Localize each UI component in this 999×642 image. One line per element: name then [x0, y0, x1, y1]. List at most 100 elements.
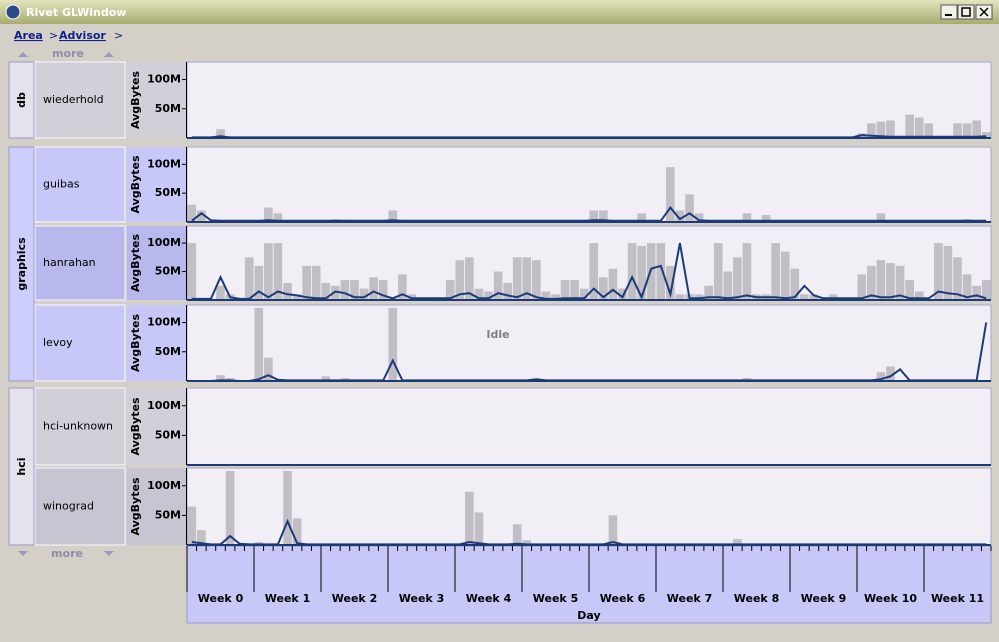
bar	[378, 280, 388, 300]
bar	[637, 213, 646, 222]
bar	[264, 207, 273, 222]
x-tick-label: Week 8	[734, 592, 779, 605]
breadcrumb-link[interactable]: Advisor	[59, 29, 106, 42]
bar	[666, 265, 675, 300]
bar	[972, 285, 981, 300]
bar	[713, 243, 723, 300]
plot-area	[186, 146, 992, 223]
plot-area	[186, 387, 992, 466]
bar	[876, 372, 886, 381]
bar	[742, 213, 752, 222]
group-cell	[8, 61, 35, 139]
y-tick-label: 50M	[155, 508, 181, 521]
y-tick-label: 50M	[155, 102, 181, 115]
bar	[292, 294, 302, 300]
window-title: Rivet GLWindow	[26, 6, 126, 19]
x-tick-label: Week 0	[198, 592, 244, 605]
bar	[465, 491, 474, 545]
x-tick-label: Week 6	[600, 592, 646, 605]
bar	[809, 294, 819, 300]
bar	[512, 257, 522, 300]
minimize-button[interactable]	[940, 4, 958, 20]
bar	[474, 512, 484, 545]
bar	[551, 294, 560, 300]
bar	[962, 123, 972, 138]
y-axis-label: AvgBytes	[129, 234, 142, 292]
bar	[953, 257, 962, 300]
breadcrumb-link[interactable]: Area	[14, 29, 43, 42]
bar	[216, 129, 225, 138]
y-tick-label: 50M	[155, 265, 181, 278]
y-tick-label: 100M	[147, 73, 181, 86]
bar	[905, 280, 914, 300]
more-button[interactable]: more	[51, 547, 83, 560]
bar	[254, 265, 264, 300]
y-axis-label: AvgBytes	[129, 71, 142, 129]
plot-area	[186, 304, 992, 382]
bar	[761, 215, 771, 222]
bar	[292, 518, 302, 545]
x-tick-label: Week 3	[399, 592, 444, 605]
y-tick-label: 100M	[147, 316, 181, 329]
bar	[484, 291, 493, 300]
panel-name: wiederhold	[43, 93, 104, 106]
bar	[369, 277, 378, 300]
bar	[532, 260, 541, 300]
axis-cell	[127, 226, 187, 300]
group-name: graphics	[15, 237, 28, 291]
bar	[302, 265, 311, 300]
bar	[350, 280, 359, 300]
panel-name: hanrahan	[43, 256, 96, 269]
bar	[512, 524, 522, 545]
bar	[474, 288, 484, 300]
name-cell	[34, 225, 126, 301]
more-arrow-down	[18, 551, 28, 556]
bar	[790, 268, 800, 300]
panel-name: hci-unknown	[43, 420, 113, 433]
plot-area	[186, 225, 992, 301]
bar	[627, 243, 637, 300]
bar	[264, 357, 273, 381]
x-tick-label: Week 9	[801, 592, 846, 605]
bar	[273, 243, 283, 300]
bar	[953, 123, 962, 138]
bar	[886, 263, 895, 300]
bar	[685, 194, 694, 222]
bar	[637, 245, 646, 300]
bar	[914, 291, 924, 300]
bar	[331, 285, 340, 300]
bar	[886, 366, 895, 381]
group-cell	[8, 146, 35, 382]
bar	[618, 288, 627, 300]
panel-name: guibas	[43, 178, 80, 191]
bar	[216, 285, 225, 300]
axis-cell	[127, 62, 187, 138]
bar	[522, 540, 532, 545]
name-cell	[34, 304, 126, 382]
group-name: db	[15, 92, 28, 108]
window-controls[interactable]	[940, 4, 993, 20]
maximize-glyph	[961, 7, 971, 17]
group-cell	[8, 387, 35, 546]
bar	[197, 530, 206, 545]
breadcrumb-separator: >	[114, 29, 123, 42]
bar	[187, 204, 197, 222]
x-tick-label: Week 5	[533, 592, 578, 605]
more-button[interactable]: more	[52, 47, 84, 60]
bar	[694, 294, 704, 300]
bar	[388, 307, 398, 381]
maximize-button[interactable]	[957, 4, 975, 20]
name-cell	[34, 387, 126, 466]
annotation: Idle	[486, 328, 509, 341]
bar	[905, 114, 914, 138]
name-cell	[34, 467, 126, 546]
bar	[675, 210, 685, 222]
x-tick-label: Week 11	[931, 592, 984, 605]
y-tick-label: 50M	[155, 428, 181, 441]
bar	[780, 251, 790, 300]
bar	[570, 280, 579, 300]
bar	[455, 260, 465, 300]
x-tick-label: Week 1	[265, 592, 310, 605]
bar	[867, 123, 876, 138]
axis-cell	[127, 147, 187, 222]
